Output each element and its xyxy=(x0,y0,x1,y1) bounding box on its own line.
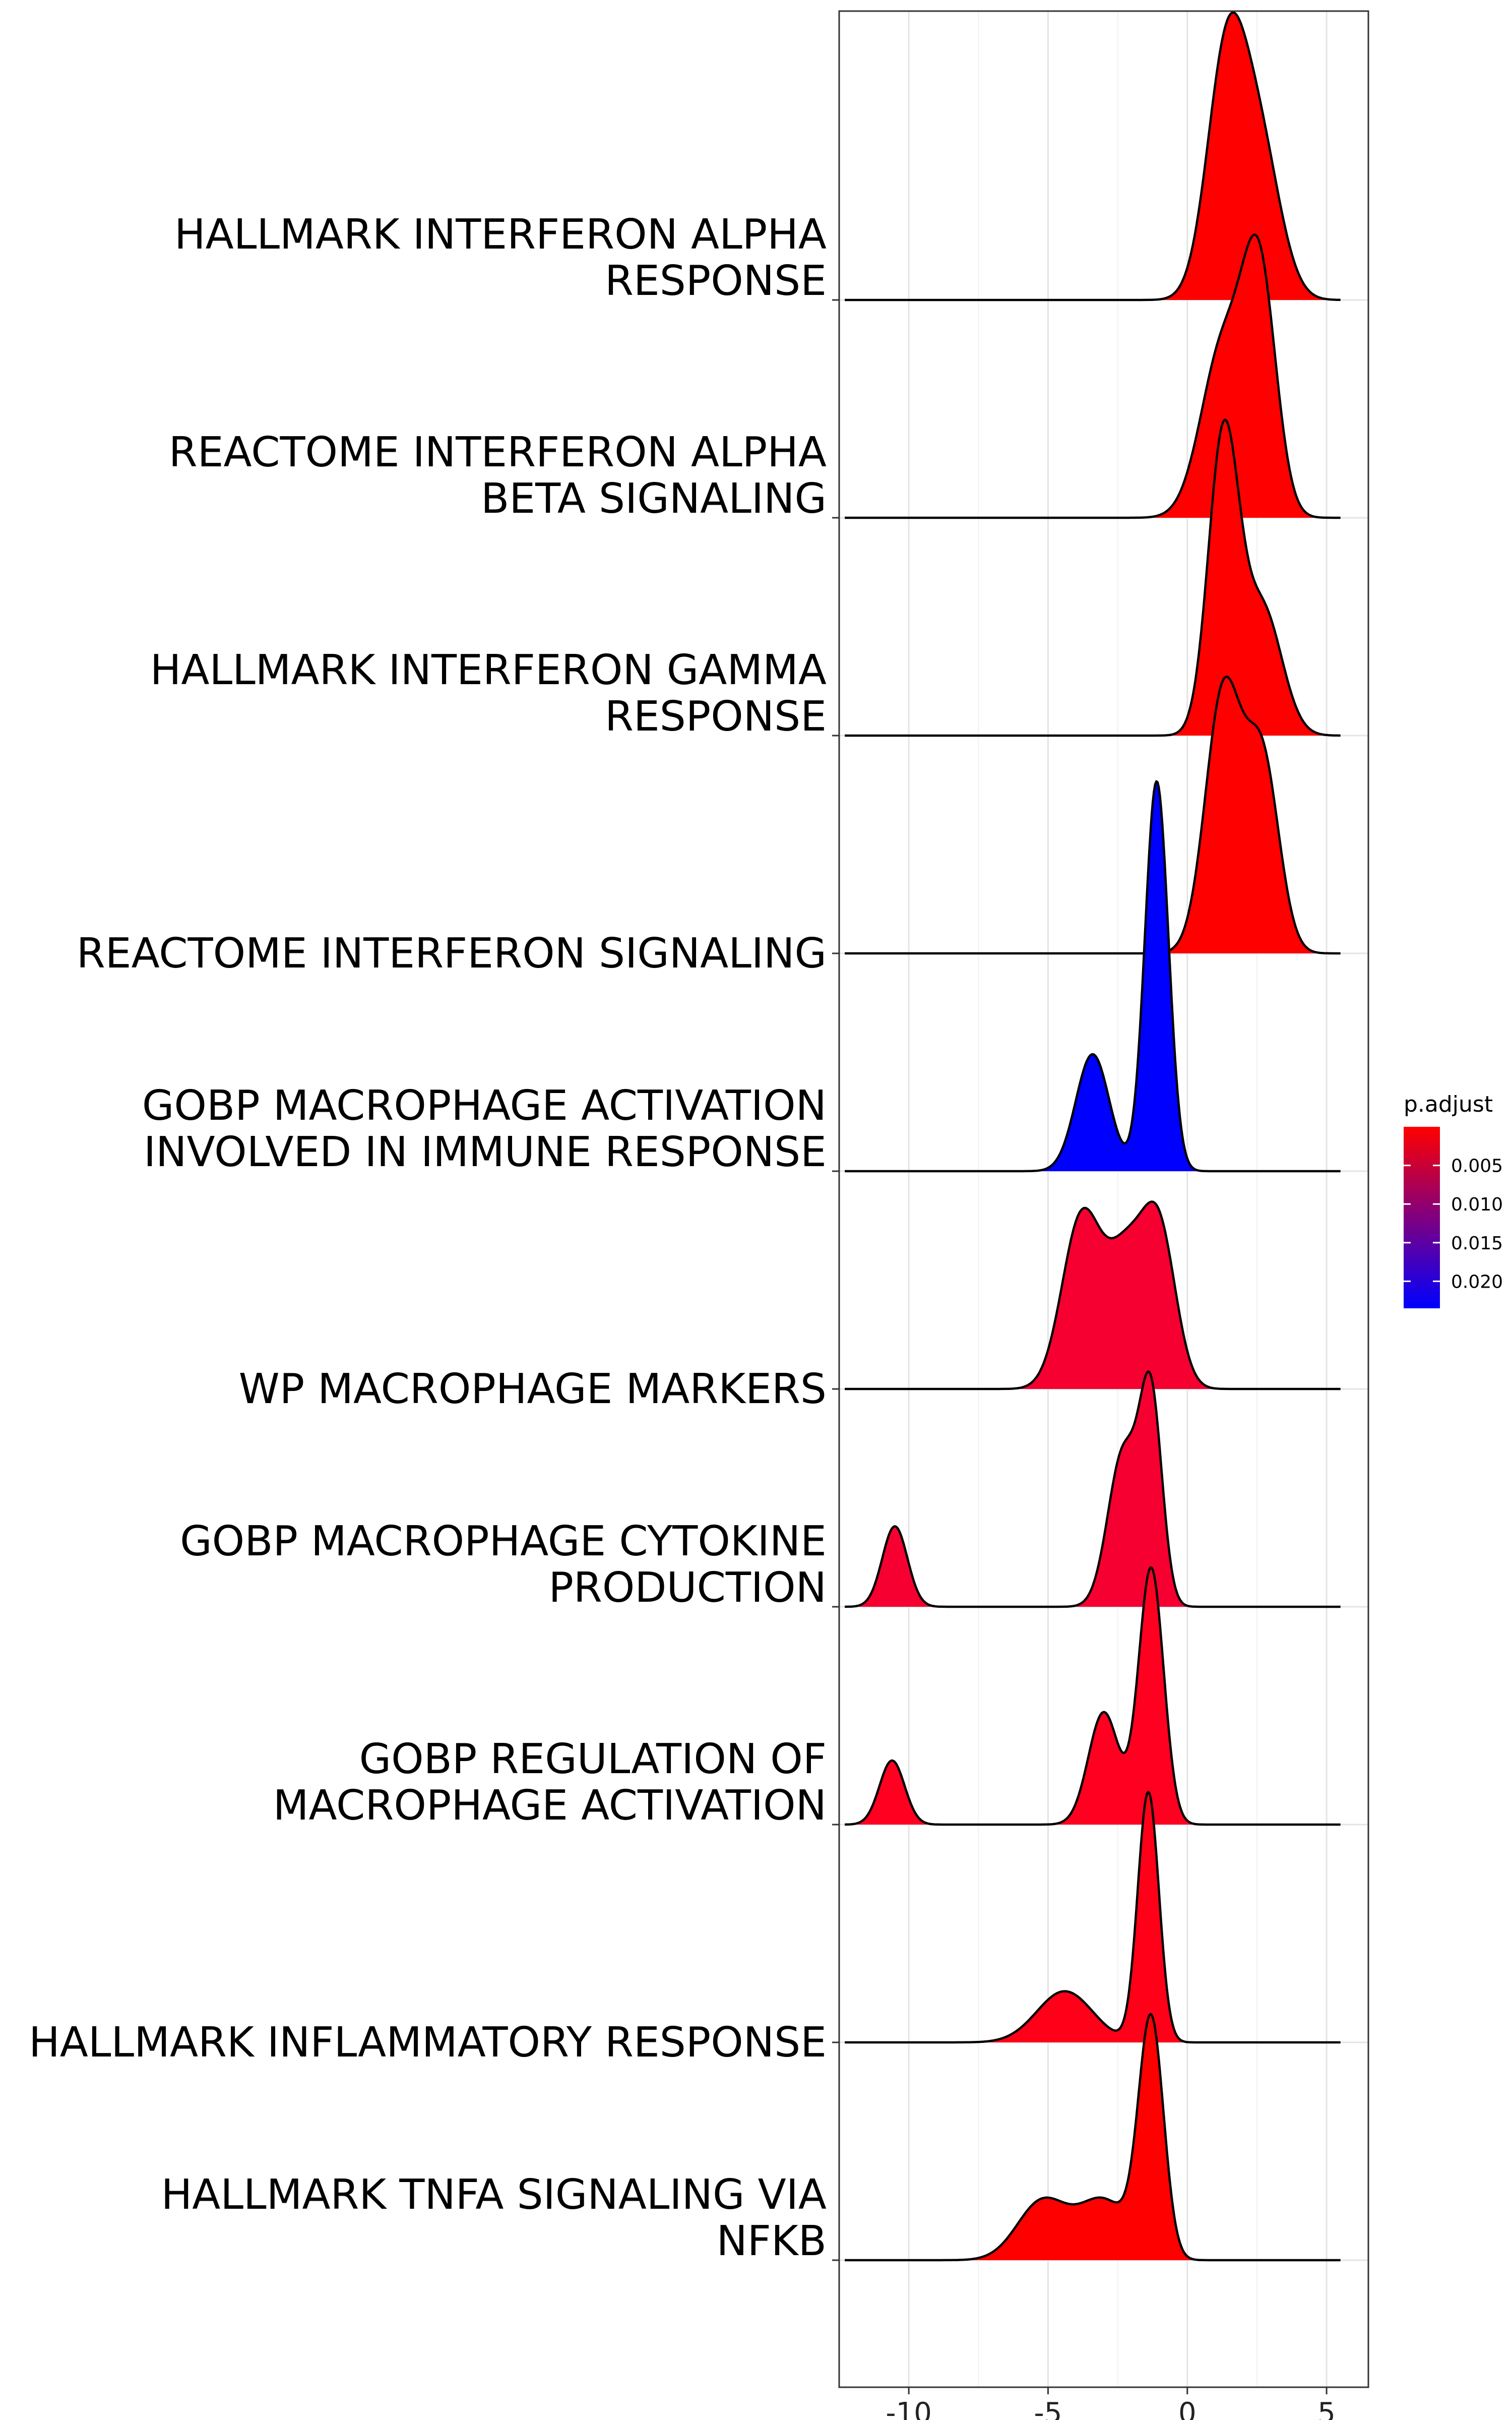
x-tick-label: 5 xyxy=(1317,2397,1336,2420)
y-category-label-line: WP MACROPHAGE MARKERS xyxy=(239,1365,827,1413)
y-category-label-line: GOBP MACROPHAGE ACTIVATION xyxy=(142,1082,827,1130)
y-category-label-line: REACTOME INTERFERON ALPHA xyxy=(169,429,827,476)
y-category-label-line: RESPONSE xyxy=(605,693,827,741)
y-category-label: HALLMARK INTERFERON ALPHA RESPONSE xyxy=(174,211,827,305)
y-category-label-line: HALLMARK INFLAMMATORY RESPONSE xyxy=(29,2019,827,2067)
ridge xyxy=(845,2013,1341,2262)
y-category-label-line: GOBP REGULATION OF xyxy=(359,1735,827,1783)
y-category-label-line: NFKB xyxy=(716,2217,827,2265)
color-legend: p.adjust 0.005 0.010 0.015 0.020 xyxy=(1404,1092,1503,1308)
ridge-fill xyxy=(845,1567,1341,1825)
ridge xyxy=(845,418,1341,737)
ridge-fill xyxy=(845,1201,1341,1389)
ridge-fill xyxy=(845,12,1341,300)
y-category-label-line: INVOLVED IN IMMUNE RESPONSE xyxy=(144,1128,827,1176)
ridge-outline xyxy=(845,676,1341,955)
y-category-label: GOBP MACROPHAGE ACTIVATION INVOLVED IN IM… xyxy=(142,1082,827,1176)
ridge-outline xyxy=(845,1200,1341,1390)
y-category-label: HALLMARK TNFA SIGNALING VIA NFKB xyxy=(161,2171,827,2265)
x-tick-label: -5 xyxy=(1034,2397,1062,2420)
ridge-outline xyxy=(845,11,1341,301)
y-category-label-line: GOBP MACROPHAGE CYTOKINE xyxy=(180,1518,827,1565)
ridge-fill xyxy=(845,419,1341,736)
ridge-outline xyxy=(845,1566,1341,1826)
x-axis: -10 -5 0 5 xyxy=(886,2387,1336,2420)
ridge-outline xyxy=(845,1790,1341,2044)
ridge xyxy=(845,676,1341,955)
y-category-label: GOBP REGULATION OF MACROPHAGE ACTIVATION xyxy=(273,1735,827,1830)
y-category-label-line: RESPONSE xyxy=(605,257,827,305)
legend-tick-label: 0.005 xyxy=(1451,1156,1503,1177)
ridge-outline xyxy=(845,418,1341,737)
y-category-label: GOBP MACROPHAGE CYTOKINE PRODUCTION xyxy=(180,1518,827,1612)
y-category-label-line: REACTOME INTERFERON SIGNALING xyxy=(77,930,827,978)
legend-tick-label: 0.015 xyxy=(1451,1233,1503,1254)
legend-tick-label: 0.010 xyxy=(1451,1194,1503,1215)
y-category-label: HALLMARK INTERFERON GAMMA RESPONSE xyxy=(150,646,827,741)
ridge xyxy=(845,11,1341,301)
y-category-label-line: HALLMARK INTERFERON GAMMA xyxy=(150,646,827,694)
panel-border xyxy=(838,10,1369,2388)
ridge-fill xyxy=(845,2014,1341,2260)
y-category-label-line: HALLMARK TNFA SIGNALING VIA xyxy=(161,2171,827,2219)
legend-title: p.adjust xyxy=(1404,1092,1493,1117)
ridge-outline xyxy=(845,2013,1341,2262)
ridge xyxy=(845,1566,1341,1826)
ridge-fill xyxy=(845,234,1341,518)
ridge-fill xyxy=(845,781,1341,1171)
ridge xyxy=(845,233,1341,519)
y-category-label-line: PRODUCTION xyxy=(548,1564,827,1612)
ridge xyxy=(845,1790,1341,2044)
y-category-label: REACTOME INTERFERON SIGNALING xyxy=(77,930,827,978)
plot-panel xyxy=(838,10,1369,2388)
y-category-label: REACTOME INTERFERON ALPHA BETA SIGNALING xyxy=(169,429,827,523)
y-category-label-line: MACROPHAGE ACTIVATION xyxy=(273,1782,827,1830)
x-tick-label: 0 xyxy=(1178,2397,1196,2420)
ridge xyxy=(845,1370,1341,1608)
ridge-fill xyxy=(845,677,1341,953)
y-axis-labels: HALLMARK INTERFERON ALPHA RESPONSEREACTOM… xyxy=(29,211,839,2265)
ridge xyxy=(845,1200,1341,1390)
x-tick-label: -10 xyxy=(886,2397,931,2420)
ridge-outline xyxy=(845,780,1341,1173)
y-category-label-line: HALLMARK INTERFERON ALPHA xyxy=(174,211,827,259)
ridge-fill xyxy=(845,1371,1341,1607)
legend-tick-label: 0.020 xyxy=(1451,1272,1503,1292)
y-category-label-line: BETA SIGNALING xyxy=(481,475,827,523)
y-category-label: WP MACROPHAGE MARKERS xyxy=(239,1365,827,1413)
ridge-outline xyxy=(845,1370,1341,1608)
y-category-label: HALLMARK INFLAMMATORY RESPONSE xyxy=(29,2019,827,2067)
legend-colorbar xyxy=(1404,1127,1440,1308)
ridge xyxy=(845,780,1341,1173)
ridge-outline xyxy=(845,233,1341,519)
